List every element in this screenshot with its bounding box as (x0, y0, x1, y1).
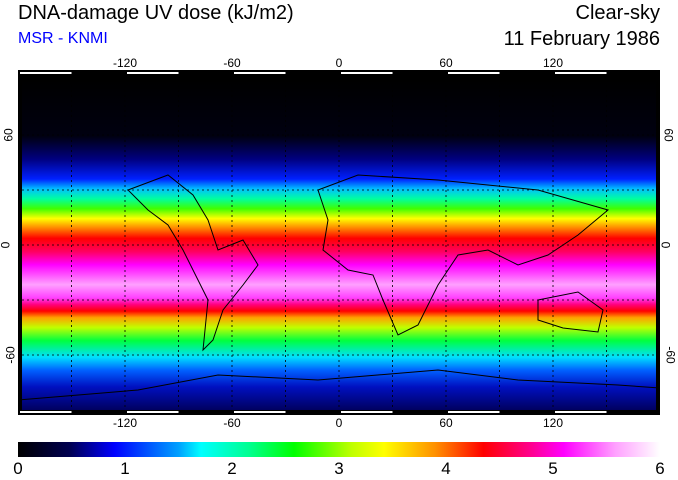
lon-tick-label-bottom: 120 (542, 416, 564, 430)
border-segment (234, 411, 286, 413)
date-label: 11 February 1986 (503, 28, 660, 50)
border-segment (555, 411, 607, 413)
lon-tick-label-bottom: 0 (335, 416, 343, 430)
lon-tick-label-top: -120 (112, 56, 138, 70)
source-label: MSR - KNMI (18, 30, 108, 47)
border-segment (127, 411, 179, 413)
colorbar-tick-label: 5 (548, 459, 558, 478)
lon-tick-label-top: -60 (223, 56, 241, 70)
border-segment (341, 411, 393, 413)
border-segment (20, 411, 72, 413)
colorbar-tick-label: 1 (120, 459, 130, 478)
border-segment (448, 411, 500, 413)
colorbar-tick-label: 4 (441, 459, 451, 478)
border-segment (555, 72, 607, 74)
lat-tick-label-right: 60 (661, 128, 676, 142)
border-segment (127, 72, 179, 74)
lat-tick-label-left: 0 (0, 242, 12, 249)
lat-tick-label-right: 0 (658, 241, 673, 249)
colorbar-tick-label: 2 (227, 459, 237, 478)
lat-tick-label-right: -60 (663, 346, 678, 364)
border-segment (234, 72, 286, 74)
coastlines (18, 174, 660, 401)
coast-australia (537, 291, 604, 333)
colorbar-tick-label: 6 (655, 459, 665, 478)
axis-border-ticks (20, 72, 607, 413)
lon-tick-label-top: 0 (335, 56, 343, 70)
lon-tick-label-top: 120 (542, 56, 564, 70)
coast-africa-eurasia (317, 174, 610, 336)
border-segment (448, 72, 500, 74)
sky-condition-label: Clear-sky (575, 2, 660, 24)
colorbar-tick-label: 0 (13, 459, 23, 478)
lon-tick-label-top: 60 (439, 56, 453, 70)
border-segment (20, 72, 72, 74)
coast-americas (127, 174, 259, 352)
coast-antarctica (18, 369, 660, 401)
lon-tick-label-bottom: 60 (439, 416, 453, 430)
colorbar-tick-label: 3 (334, 459, 344, 478)
lon-tick-label-bottom: -120 (112, 416, 138, 430)
lat-tick-label-left: -60 (3, 346, 18, 364)
world-map (18, 70, 660, 415)
colorbar (18, 442, 660, 457)
border-segment (341, 72, 393, 74)
lat-tick-label-left: 60 (1, 128, 16, 142)
map-title: DNA-damage UV dose (kJ/m2) (18, 2, 294, 24)
lon-tick-label-bottom: -60 (223, 416, 241, 430)
